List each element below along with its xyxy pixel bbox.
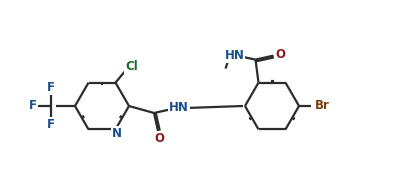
Text: HN: HN bbox=[169, 101, 189, 114]
Text: F: F bbox=[47, 118, 55, 131]
Text: Br: Br bbox=[314, 100, 330, 113]
Text: N: N bbox=[111, 127, 122, 140]
Text: Cl: Cl bbox=[125, 60, 138, 73]
Text: HN: HN bbox=[225, 49, 245, 62]
Text: O: O bbox=[275, 48, 286, 61]
Text: F: F bbox=[29, 100, 37, 113]
Text: F: F bbox=[47, 81, 55, 94]
Text: O: O bbox=[154, 132, 164, 145]
